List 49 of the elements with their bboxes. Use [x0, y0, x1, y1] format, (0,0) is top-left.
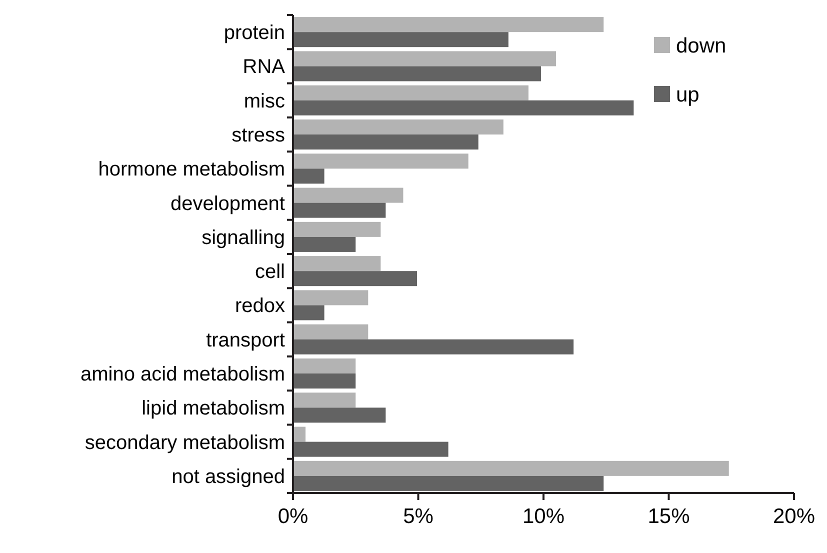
x-tick-label: 5%	[403, 505, 434, 528]
bar	[293, 222, 381, 237]
bar	[293, 358, 356, 374]
y-tick-label: stress	[232, 124, 285, 146]
y-tick-label: not assigned	[172, 466, 285, 488]
bar	[293, 324, 368, 340]
bar	[293, 460, 729, 476]
y-tick-label: cell	[254, 261, 285, 284]
bar	[293, 188, 404, 203]
y-tick-label: development	[170, 192, 286, 215]
bar	[293, 290, 368, 306]
bar	[293, 51, 556, 66]
y-tick-label: RNA	[242, 56, 286, 78]
bar	[293, 168, 324, 184]
y-tick-label: hormone metabolism	[98, 158, 285, 181]
bar	[293, 202, 386, 218]
bar	[293, 32, 508, 48]
bar	[293, 392, 356, 408]
bar	[293, 256, 381, 272]
bar	[293, 408, 386, 423]
bar	[293, 271, 417, 286]
bar	[293, 134, 478, 150]
bar	[293, 426, 306, 442]
y-tick-label: misc	[244, 90, 285, 112]
x-tick-label: 10%	[522, 505, 565, 528]
y-tick-label: amino acid metabolism	[80, 364, 285, 386]
x-tick-label: 0%	[278, 505, 308, 528]
bar	[293, 100, 634, 116]
bar	[293, 66, 541, 82]
bar	[293, 17, 604, 32]
bar	[293, 154, 468, 169]
x-tick-label: 15%	[648, 505, 690, 528]
bar	[293, 374, 356, 389]
y-tick-label: secondary metabolism	[84, 432, 285, 454]
bar	[293, 339, 574, 354]
bar	[293, 476, 604, 491]
bar	[293, 442, 448, 457]
bar	[293, 85, 528, 100]
y-tick-label: signalling	[202, 226, 285, 249]
legend-label: down	[676, 34, 726, 58]
legend-label: up	[676, 83, 700, 106]
y-tick-label: protein	[224, 22, 285, 44]
y-tick-label: lipid metabolism	[142, 398, 285, 420]
bar	[293, 236, 356, 252]
y-tick-label: redox	[234, 295, 285, 318]
x-tick-label: 20%	[772, 505, 816, 528]
bar	[293, 119, 504, 134]
bar	[293, 305, 324, 320]
y-tick-label: transport	[206, 329, 286, 352]
